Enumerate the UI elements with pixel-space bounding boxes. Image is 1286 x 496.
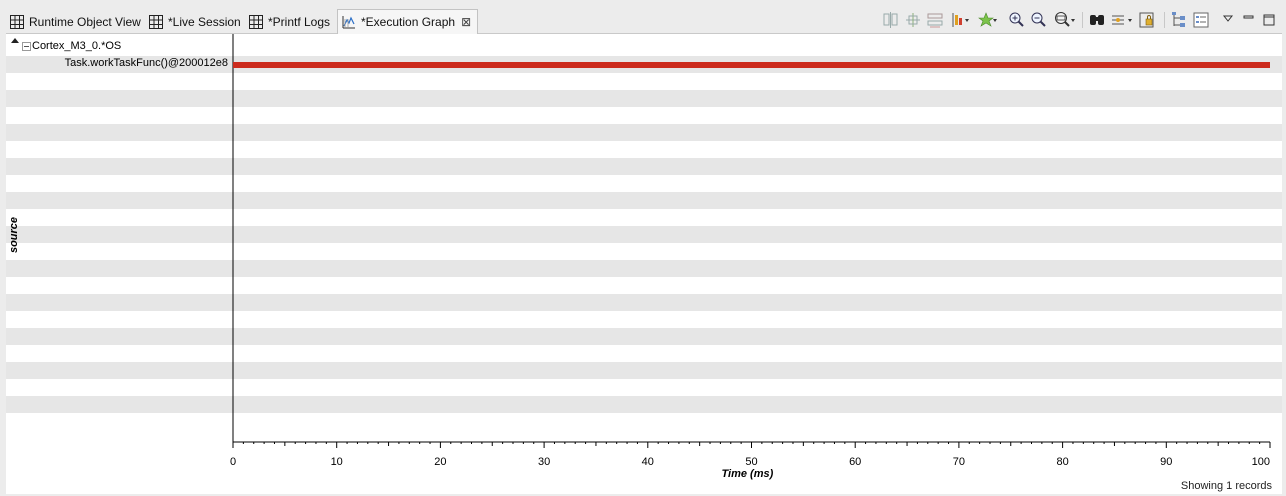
x-tick-label: 40: [642, 456, 654, 468]
collapse-toggle-icon[interactable]: [22, 41, 31, 51]
minimize-icon[interactable]: [1240, 10, 1258, 30]
table-icon: [149, 15, 163, 29]
execution-graph-panel: 0 10 20 30 40 50 60 70 80 90 100 Cortex_M3_0.*OS T…: [6, 34, 1282, 494]
x-tick-label: 80: [1056, 456, 1068, 468]
properties-icon[interactable]: [1192, 10, 1210, 30]
x-tick-label: 70: [953, 456, 965, 468]
table-icon: [249, 15, 263, 29]
tab-execution-graph[interactable]: *Execution Graph ⊠: [337, 9, 479, 34]
graph-icon: [342, 15, 356, 29]
snap-to-data-icon[interactable]: [904, 10, 922, 30]
zoom-menu-icon[interactable]: [1052, 10, 1075, 30]
tab-bar: Runtime Object View *Live Session *Print…: [6, 8, 1282, 34]
collapse-arrow-icon[interactable]: [10, 37, 20, 45]
group-icon[interactable]: [926, 10, 944, 30]
row-stripe: [6, 362, 1282, 379]
row-stripe: [6, 158, 1282, 175]
row-stripe: [6, 124, 1282, 141]
tab-live-session[interactable]: *Live Session: [149, 10, 241, 34]
close-icon[interactable]: ⊠: [461, 15, 472, 29]
task-row-label: Task.workTaskFunc()@200012e8: [64, 57, 228, 69]
x-tick-label: 30: [538, 456, 550, 468]
bookmark-icon[interactable]: [978, 10, 997, 30]
filter-icon[interactable]: [1110, 10, 1132, 30]
tab-label: Runtime Object View: [29, 15, 141, 29]
x-tick-label: 20: [434, 456, 446, 468]
row-stripe: [6, 192, 1282, 209]
y-axis-title: source: [8, 216, 21, 254]
tab-runtime-object-view[interactable]: Runtime Object View: [10, 10, 141, 34]
tab-printf-logs[interactable]: *Printf Logs: [249, 10, 330, 34]
row-stripe: [6, 226, 1282, 243]
row-stripe: [6, 90, 1282, 107]
tab-label: *Printf Logs: [268, 15, 331, 29]
zoom-out-icon[interactable]: [1030, 10, 1048, 30]
x-tick-label: 10: [331, 456, 343, 468]
measurement-marker-icon[interactable]: [950, 10, 969, 30]
x-tick-label: 50: [745, 456, 757, 468]
toolbar: [880, 10, 1280, 30]
x-tick-label: 0: [230, 456, 236, 468]
row-stripe: [6, 328, 1282, 345]
tree-root-label: Cortex_M3_0.*OS: [32, 40, 122, 52]
x-tick-label: 60: [849, 456, 861, 468]
tree-icon[interactable]: [1170, 10, 1188, 30]
x-tick-label: 100: [1252, 456, 1270, 468]
view-menu-icon[interactable]: [1220, 10, 1238, 30]
find-icon[interactable]: [1088, 10, 1106, 30]
x-tick-label: 90: [1160, 456, 1172, 468]
lock-icon[interactable]: [1138, 10, 1156, 30]
execution-graph[interactable]: 0 10 20 30 40 50 60 70 80 90 100: [6, 34, 1282, 494]
table-icon: [10, 15, 24, 29]
tab-label: *Live Session: [168, 15, 241, 29]
tree-root-node[interactable]: Cortex_M3_0.*OS: [22, 40, 121, 52]
x-axis-title: Time (ms): [721, 468, 774, 480]
row-stripe: [6, 260, 1282, 277]
row-stripe: [6, 294, 1282, 311]
zoom-in-icon[interactable]: [1008, 10, 1026, 30]
maximize-icon[interactable]: [1260, 10, 1278, 30]
task-execution-bar: [233, 62, 1270, 68]
records-status: Showing 1 records: [1180, 480, 1272, 492]
align-measurement-icon[interactable]: [882, 10, 900, 30]
tab-label: *Execution Graph: [361, 15, 456, 29]
row-stripe: [6, 396, 1282, 413]
